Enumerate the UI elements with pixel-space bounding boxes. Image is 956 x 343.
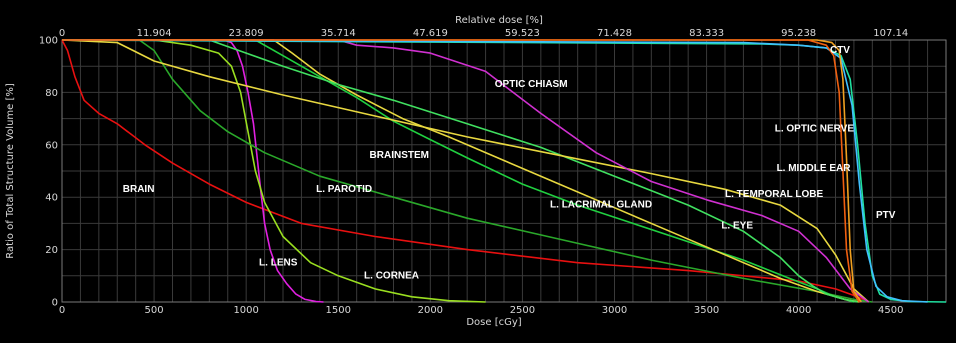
series-label-l-cornea: L. CORNEA (364, 270, 419, 281)
x2-tick-label: 0 (59, 28, 65, 39)
x-tick-label: 500 (145, 305, 164, 316)
series-line-l-cornea (62, 39, 486, 303)
series-label-ctv: CTV (830, 45, 850, 56)
series-line-l-eye (62, 39, 858, 303)
curve-layer (61, 39, 947, 303)
series-label-l-parotid: L. PAROTID (316, 184, 372, 195)
y-tick-label: 0 (52, 298, 58, 309)
series-line-optic-chiasm (62, 39, 870, 303)
x2-tick-label: 35.714 (321, 28, 356, 39)
x2-tick-label: 11.904 (137, 28, 172, 39)
series-label-layer: BRAIN L. LENS L. CORNEA L. PAROTID BRAINSTEM… (123, 45, 896, 281)
x-tick-label: 2500 (510, 305, 535, 316)
x-tick-label: 4500 (878, 305, 903, 316)
y-axis-title: Ratio of Total Structure Volume [%] (5, 83, 16, 259)
x-tick-label: 4000 (786, 305, 811, 316)
x2-tick-label: 59.523 (505, 28, 540, 39)
series-line-l-temporal-lobe (61, 39, 870, 303)
series-label-brain: BRAIN (123, 184, 155, 195)
series-label-l-lens: L. LENS (259, 257, 298, 268)
x-tick-label: 3500 (694, 305, 719, 316)
y-tick-label: 40 (45, 193, 58, 204)
x2-axis-title: Relative dose [%] (455, 15, 543, 26)
series-line-brain (61, 39, 869, 303)
series-label-l-eye: L. EYE (721, 221, 753, 232)
series-line-l-optic-nerve (61, 39, 928, 303)
x2-tick-label: 95.238 (781, 28, 816, 39)
series-line-ctv (62, 39, 862, 303)
series-label-l-middle-ear: L. MIDDLE EAR (777, 163, 852, 174)
grid-layer (61, 39, 947, 303)
series-label-l-temporal-lobe: L. TEMPORAL LOBE (725, 189, 823, 200)
x-tick-label: 2000 (418, 305, 443, 316)
y-tick-label: 100 (39, 36, 58, 47)
y-tick-label: 80 (45, 88, 58, 99)
series-line-ptv (62, 39, 861, 303)
series-line-brainstem (62, 39, 855, 303)
y-tick-label: 20 (45, 245, 58, 256)
x2-tick-label: 23.809 (229, 28, 264, 39)
series-label-brainstem: BRAINSTEM (370, 150, 429, 161)
x2-tick-label: 107.14 (873, 28, 908, 39)
series-label-ptv: PTV (876, 210, 896, 221)
x2-tick-label: 83.333 (689, 28, 724, 39)
series-label-l-optic-nerve: L. OPTIC NERVE (775, 124, 855, 135)
series-line-l-parotid (62, 39, 873, 303)
x-tick-label: 1000 (233, 305, 258, 316)
x-tick-label: 3000 (602, 305, 627, 316)
y-tick-label: 60 (45, 140, 58, 151)
x-tick-label: 1500 (326, 305, 351, 316)
tick-layer: 0 500 1000 1500 2000 2500 3000 3500 4000 45000204… (39, 28, 908, 316)
x2-tick-label: 71.428 (597, 28, 632, 39)
series-label-optic-chiasm: OPTIC CHIASM (495, 79, 568, 90)
series-line-l-lacrimal-gland (62, 39, 860, 303)
series-label-l-lacrimal-gland: L. LACRIMAL GLAND (550, 200, 652, 211)
x-axis-title: Dose [cGy] (466, 317, 521, 328)
x-tick-label: 0 (59, 305, 65, 316)
x2-tick-label: 47.619 (413, 28, 448, 39)
